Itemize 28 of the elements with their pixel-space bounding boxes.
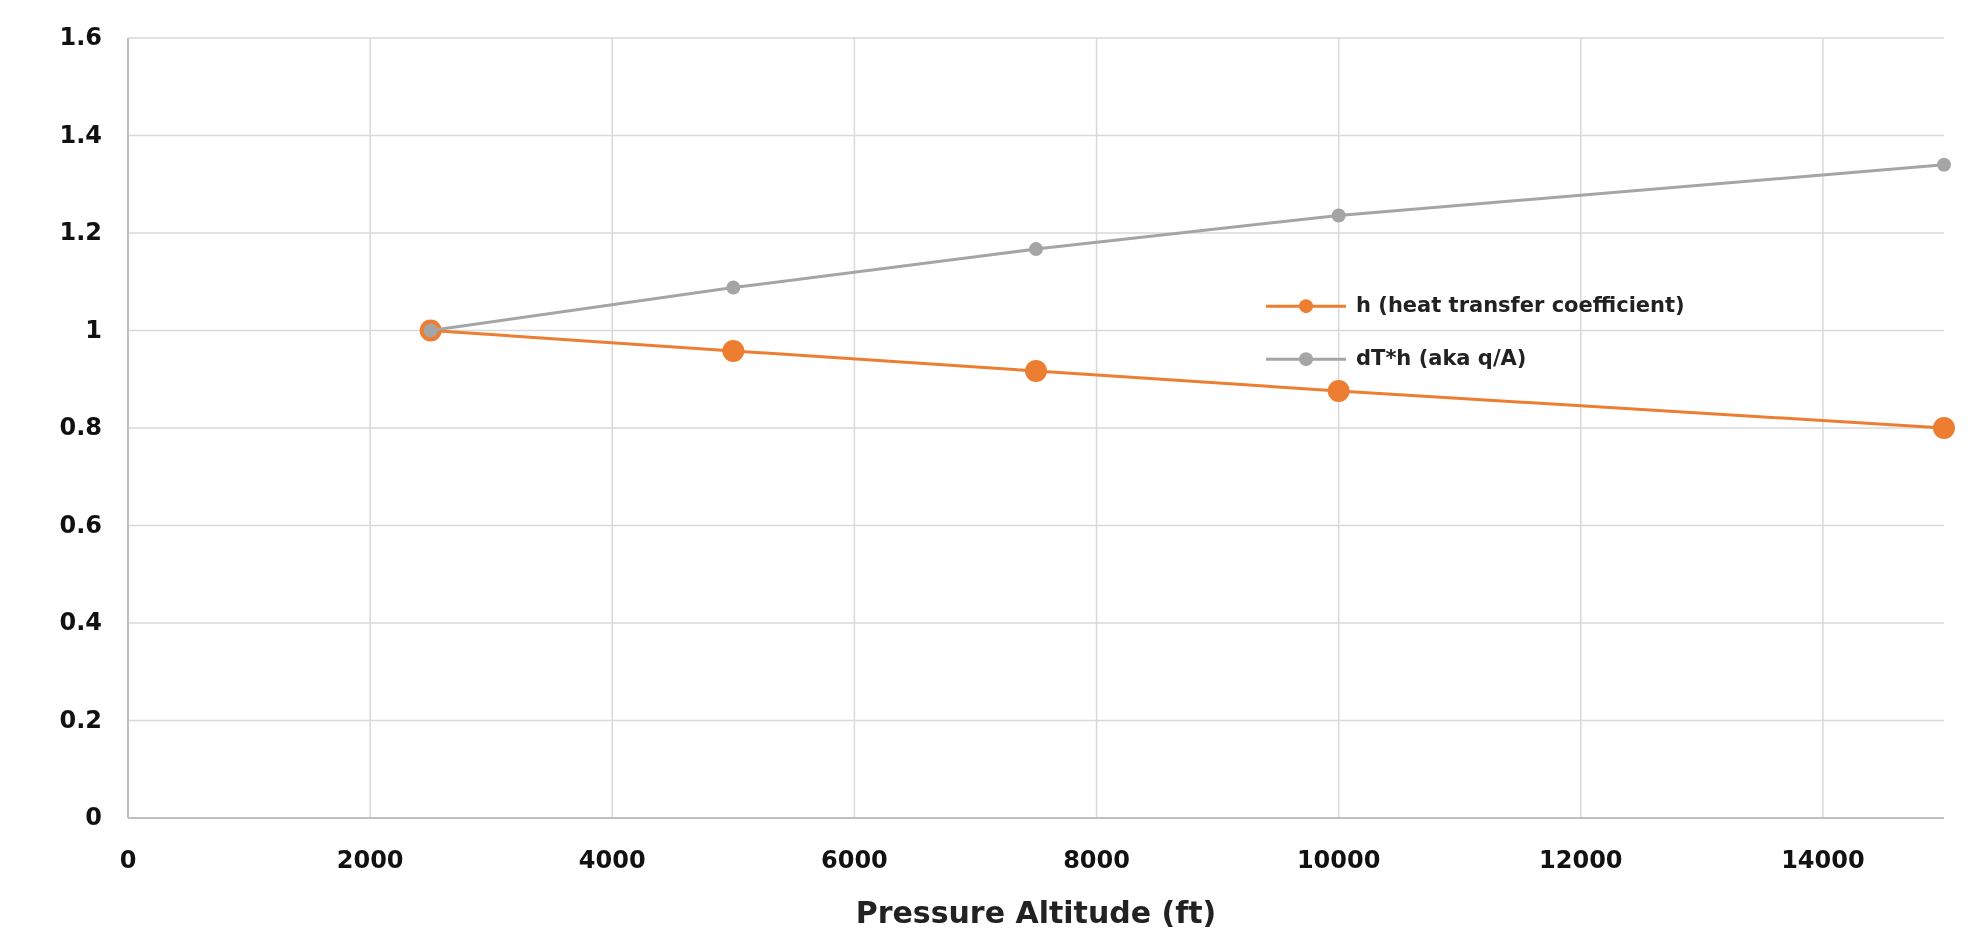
x-axis-title: Pressure Altitude (ft): [855, 895, 1217, 930]
y-tick-label: 1: [85, 315, 102, 344]
point: [1029, 242, 1043, 257]
legend-label: dT*h (aka q/A): [1356, 346, 1527, 371]
y-tick-label: 0.6: [59, 510, 102, 539]
legend-label: h (heat transfer coefficient): [1356, 293, 1685, 318]
point: [722, 339, 745, 362]
point: [1937, 157, 1951, 172]
x-tick-label: 14000: [1781, 846, 1865, 874]
y-tick-label: 1.6: [59, 23, 102, 51]
y-tick-label: 0: [85, 803, 102, 831]
point: [1331, 208, 1346, 223]
y-tick-label: 1.2: [59, 218, 102, 246]
x-tick-label: 12000: [1539, 846, 1623, 874]
y-tick-label: 0.2: [59, 705, 102, 734]
y-tick-label: 1.4: [59, 120, 102, 149]
x-tick-label: 8000: [1063, 846, 1130, 874]
x-tick-label: 4000: [578, 846, 646, 874]
point: [1327, 379, 1350, 402]
point: [726, 280, 741, 295]
x-tick-label: 0: [119, 846, 137, 874]
y-tick-label: 0.4: [59, 608, 102, 636]
point: [1025, 359, 1047, 382]
x-tick-label: 2000: [336, 846, 404, 874]
x-tick-label: 10000: [1296, 846, 1381, 874]
y-tick-label: 0.8: [59, 413, 102, 441]
point: [1933, 417, 1955, 439]
x-tick-label: 6000: [821, 846, 888, 874]
